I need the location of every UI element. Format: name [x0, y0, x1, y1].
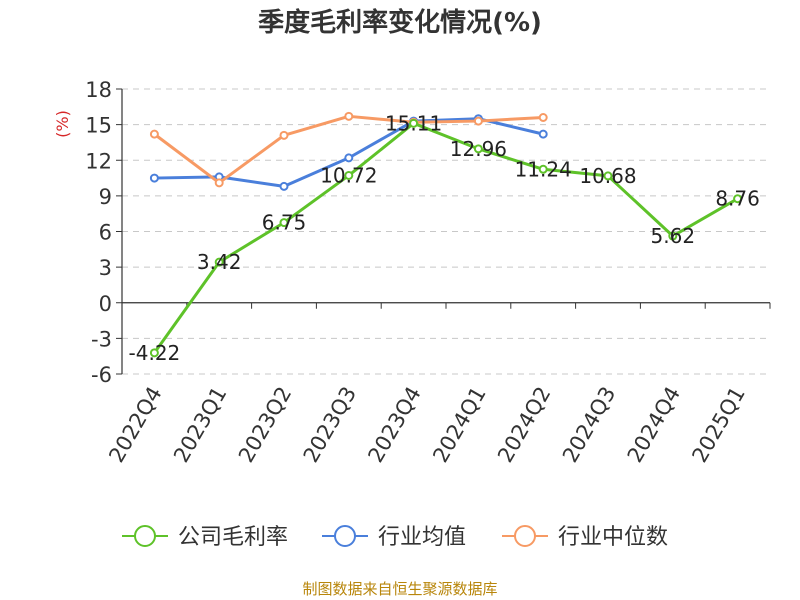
y-axis-label: (%) — [53, 110, 72, 138]
data-point — [344, 111, 354, 121]
chart-title: 季度毛利率变化情况(%) — [258, 8, 542, 38]
data-point — [149, 129, 159, 139]
legend-marker — [134, 525, 156, 547]
data-label: 8.76 — [715, 187, 760, 211]
x-tick-label: 2023Q2 — [234, 383, 296, 467]
data-label: 3.42 — [197, 250, 242, 274]
x-tick-label: 2023Q3 — [299, 383, 361, 467]
legend-marker — [514, 525, 536, 547]
source-note: 制图数据来自恒生聚源数据库 — [302, 580, 498, 598]
y-tick-label: 15 — [85, 114, 112, 138]
data-point — [668, 231, 678, 241]
x-tick-label: 2024Q4 — [623, 383, 685, 467]
series — [149, 111, 743, 358]
data-point — [279, 181, 289, 191]
x-tick-label: 2023Q1 — [169, 383, 231, 467]
x-tick-label: 2024Q1 — [428, 383, 490, 467]
data-point — [149, 348, 159, 358]
data-point — [344, 153, 354, 163]
data-point — [473, 116, 483, 126]
data-label: 6.75 — [262, 211, 307, 235]
x-tick-label: 2025Q1 — [687, 383, 749, 467]
data-label: 12.96 — [450, 137, 507, 161]
data-point — [538, 129, 548, 139]
legend: 公司毛利率 行业均值 行业中位数 — [122, 525, 668, 550]
data-point — [149, 173, 159, 183]
data-point — [214, 178, 224, 188]
data-label: 10.68 — [579, 164, 636, 188]
legend-marker — [334, 525, 356, 547]
x-tick-label: 2023Q4 — [363, 383, 425, 467]
data-point — [603, 171, 613, 181]
x-tick-label: 2024Q2 — [493, 383, 555, 467]
data-point — [279, 218, 289, 228]
grid-lines — [122, 88, 770, 375]
data-label: -4.22 — [129, 341, 181, 365]
y-tick-label: 0 — [99, 292, 112, 316]
x-tick-label: 2022Q4 — [104, 383, 166, 467]
data-point — [409, 118, 419, 128]
y-tick-label: 18 — [85, 78, 112, 102]
data-point — [214, 257, 224, 267]
data-point — [279, 130, 289, 140]
data-point — [344, 170, 354, 180]
data-label: 15.11 — [385, 111, 442, 135]
data-label: 10.72 — [320, 163, 377, 187]
data-label: 11.24 — [515, 157, 572, 181]
data-labels: -4.22 3.42 6.75 10.72 15.11 12.96 11.24 10.68 5.… — [129, 111, 760, 365]
y-tick-label: -6 — [91, 363, 112, 387]
data-point — [538, 113, 548, 122]
legend-label: 行业中位数 — [558, 525, 668, 550]
y-tick-label: 12 — [85, 149, 112, 173]
data-point — [473, 144, 483, 154]
legend-label: 行业均值 — [378, 525, 466, 550]
series-line — [153, 121, 739, 354]
y-tick-label: 3 — [99, 256, 112, 280]
x-tick-label: 2024Q3 — [558, 383, 620, 467]
data-point — [538, 164, 548, 174]
y-tick-label: 6 — [99, 221, 112, 245]
data-point — [733, 194, 743, 204]
legend-label: 公司毛利率 — [178, 525, 288, 550]
y-tick-label: -3 — [91, 327, 112, 351]
data-label: 5.62 — [651, 224, 696, 248]
y-tick-label: 9 — [99, 185, 112, 209]
